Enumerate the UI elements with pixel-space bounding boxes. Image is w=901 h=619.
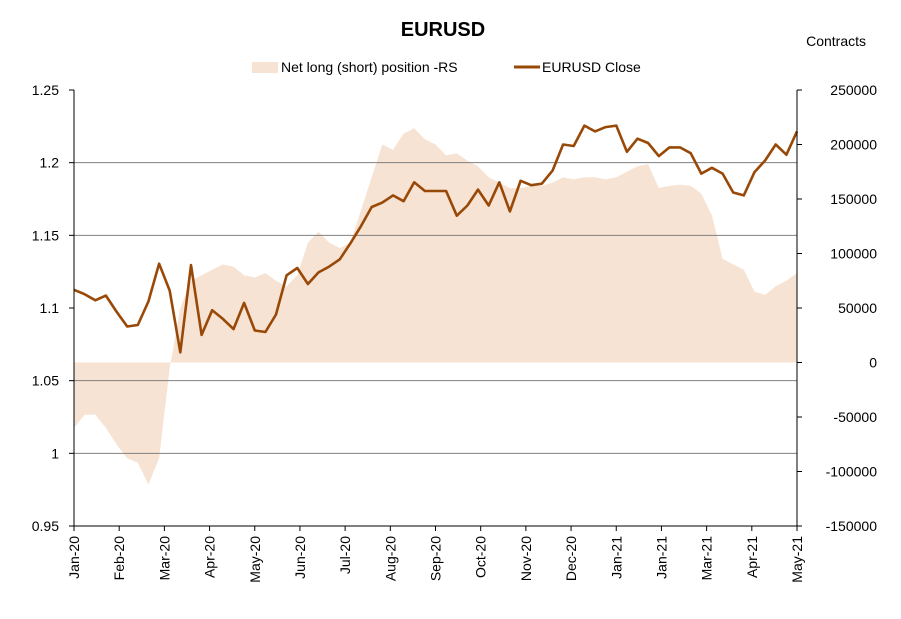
gridlines xyxy=(74,162,797,454)
right-tick-label: -150000 xyxy=(826,518,878,534)
chart-title: EURUSD xyxy=(401,19,485,41)
x-tick-label: Jul-20 xyxy=(337,536,353,574)
legend-area-swatch xyxy=(252,62,278,73)
right-tick-label: -100000 xyxy=(826,464,878,480)
left-tick-label: 1.25 xyxy=(32,82,59,98)
right-tick-label: 150000 xyxy=(830,191,877,207)
x-tick-label: Jan-21 xyxy=(608,536,624,579)
x-tick-label: Feb-20 xyxy=(111,536,127,581)
right-axis-title: Contracts xyxy=(806,33,866,49)
legend: Net long (short) position -RS EURUSD Clo… xyxy=(252,59,641,75)
x-tick-label: Dec-20 xyxy=(563,536,579,581)
x-tick-label: Jun-20 xyxy=(292,536,308,579)
x-tick-label: Apr-21 xyxy=(744,536,760,578)
right-tick-label: 50000 xyxy=(838,300,877,316)
area-layer xyxy=(74,128,797,485)
right-tick-label: 200000 xyxy=(830,137,877,153)
x-tick-label: Nov-20 xyxy=(518,536,534,581)
x-tick-label: Oct-20 xyxy=(473,536,489,578)
x-tick-label: Mar-21 xyxy=(699,536,715,581)
net-position-area xyxy=(74,128,797,485)
x-tick-label: Jan-21 xyxy=(653,536,669,579)
x-tick-label: May-20 xyxy=(247,536,263,583)
right-axis-labels: 250000 200000 150000 100000 50000 0 -50000 -100… xyxy=(797,82,877,534)
eurusd-close-line xyxy=(73,124,799,354)
left-tick-label: 1.2 xyxy=(40,155,60,171)
right-tick-label: 0 xyxy=(869,355,877,371)
line-layer xyxy=(73,124,799,354)
right-tick-label: 250000 xyxy=(830,82,877,98)
right-tick-label: -50000 xyxy=(833,409,877,425)
legend-line-label: EURUSD Close xyxy=(542,59,641,75)
x-tick-label: Mar-20 xyxy=(156,536,172,581)
left-tick-label: 1.05 xyxy=(32,373,59,389)
x-axis-labels: Jan-20 Feb-20 Mar-20 Apr-20 May-20 Jun-20 Jul-… xyxy=(66,526,805,583)
x-tick-label: Aug-20 xyxy=(382,536,398,581)
x-tick-label: Sep-20 xyxy=(428,536,444,581)
left-tick-label: 1.1 xyxy=(40,300,60,316)
left-axis-labels: 1.25 1.2 1.15 1.1 1.05 1 0.95 xyxy=(32,82,74,534)
right-tick-label: 100000 xyxy=(830,246,877,262)
x-tick-label: Jan-20 xyxy=(66,536,82,579)
left-tick-label: 1.15 xyxy=(32,227,59,243)
x-tick-label: Apr-20 xyxy=(202,536,218,578)
left-tick-label: 1 xyxy=(51,445,59,461)
left-tick-label: 0.95 xyxy=(32,518,59,534)
x-tick-label: May-21 xyxy=(789,536,805,583)
legend-area-label: Net long (short) position -RS xyxy=(281,59,458,75)
